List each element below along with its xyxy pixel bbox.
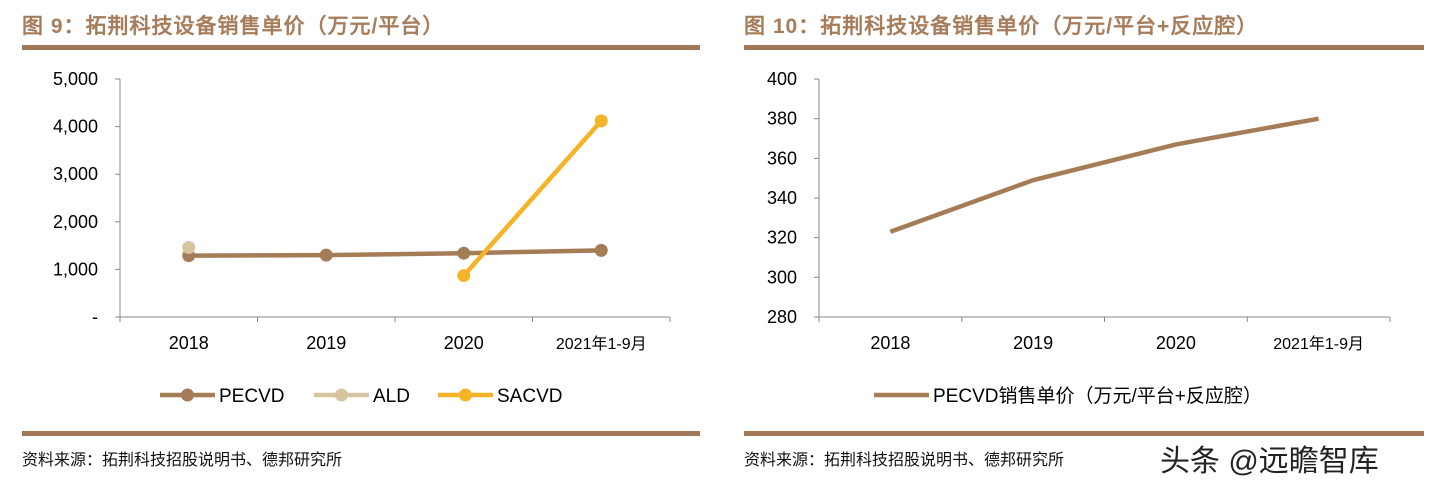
chart1-y-tick-label: 1,000	[53, 259, 98, 279]
chart1-source: 资料来源：拓荆科技招股说明书、德邦研究所	[22, 450, 343, 469]
chart1-series-SACVD-point	[457, 269, 471, 283]
chart2-top-rule	[744, 45, 1424, 50]
chart1-top-rule	[22, 45, 700, 50]
chart1-legend-label: ALD	[373, 386, 410, 407]
chart1-y-tick-label: 5,000	[53, 69, 98, 89]
chart1-series-PECVD-point	[457, 246, 471, 260]
chart2-y-tick-label: 320	[767, 228, 797, 248]
chart1-x-tick-label: 2020	[444, 333, 484, 353]
chart2-source: 资料来源：拓荆科技招股说明书、德邦研究所	[744, 450, 1065, 469]
chart1-y-tick-label: 4,000	[53, 117, 98, 137]
chart2-x-tick-label: 2020	[1156, 333, 1196, 353]
chart1-series-PECVD-point	[319, 248, 333, 262]
chart1-x-tick-label: 2021年1-9月	[556, 335, 647, 353]
chart1-x-tick-label: 2018	[169, 333, 209, 353]
chart1-title: 图 9：拓荆科技设备销售单价（万元/平台）	[22, 15, 445, 38]
chart2-x-tick-label: 2021年1-9月	[1273, 335, 1364, 353]
chart2-y-tick-label: 360	[767, 148, 797, 168]
chart2-x-tick-label: 2018	[870, 333, 910, 353]
chart1-legend-marker	[459, 388, 472, 402]
chart2-bottom-rule	[744, 431, 1424, 436]
chart2-y-tick-label: 400	[767, 69, 797, 89]
chart1-legend-label: SACVD	[497, 386, 562, 407]
chart1-series-ALD-point	[182, 241, 196, 255]
chart1-x-tick-label: 2019	[306, 333, 346, 353]
chart2-series-PECVD销售单价（万元/平台+反应腔）-line	[889, 116, 1320, 234]
chart1-series-PECVD-point	[594, 243, 608, 257]
chart2-title: 图 10：拓荆科技设备销售单价（万元/平台+反应腔）	[744, 15, 1259, 38]
chart2-y-tick-label: 300	[767, 267, 797, 287]
chart1-legend-label: PECVD	[219, 386, 284, 407]
chart1-legend-marker	[335, 388, 348, 402]
chart1-legend-marker	[181, 388, 194, 402]
chart1-y-tick-label: 3,000	[53, 164, 98, 184]
chart2-y-tick-label: 280	[767, 307, 797, 327]
chart1-series-SACVD-line	[462, 119, 603, 278]
chart1-series-PECVD-line	[188, 248, 602, 258]
chart2-y-tick-label: 380	[767, 109, 797, 129]
chart1-series-SACVD-point	[594, 114, 608, 128]
chart2-y-tick-label: 340	[767, 188, 797, 208]
chart2-legend-label: PECVD销售单价（万元/平台+反应腔）	[933, 385, 1262, 407]
chart1-y-tick-label: -	[92, 307, 98, 327]
watermark: 头条 @远瞻智库	[1160, 436, 1379, 480]
chart1-y-tick-label: 2,000	[53, 212, 98, 232]
chart1-bottom-rule	[22, 431, 700, 436]
chart2-x-tick-label: 2019	[1013, 333, 1053, 353]
